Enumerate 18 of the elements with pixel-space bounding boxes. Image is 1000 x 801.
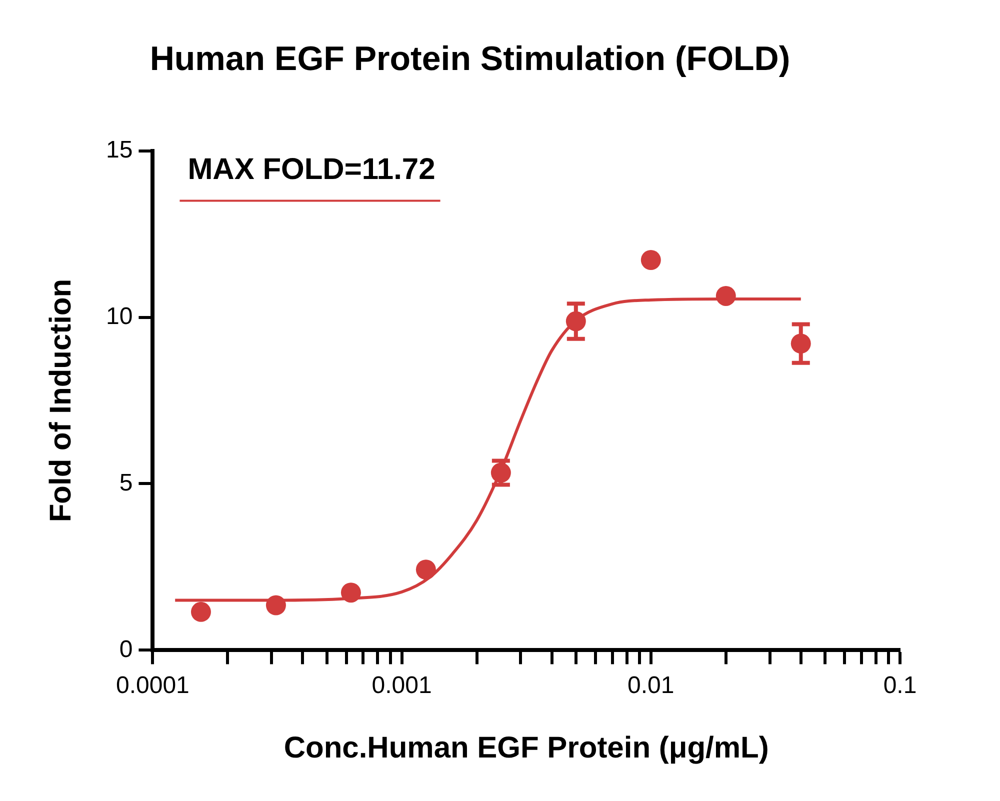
point	[190, 602, 211, 622]
x-tick-label: 0.0001	[116, 672, 190, 700]
point	[340, 582, 361, 603]
x-axis-title: Conc.Human EGF Protein (μg/mL)	[284, 731, 769, 764]
x-tick-label: 0.001	[372, 672, 432, 700]
x-tick-label: 0.1	[883, 672, 917, 700]
y-tick-label: 5	[119, 469, 133, 496]
chart-title: Human EGF Protein Stimulation (FOLD)	[150, 40, 790, 78]
y-axis-title: Fold of Induction	[44, 278, 78, 522]
point	[716, 286, 736, 306]
point	[640, 250, 661, 270]
x-tick-label: 0.01	[628, 672, 674, 700]
y-tick-label: 0	[119, 636, 133, 663]
point	[416, 560, 436, 580]
y-tick-label: 10	[106, 302, 133, 330]
y-tick-label: 15	[106, 136, 133, 164]
point	[266, 595, 286, 616]
annotation: MAX FOLD=11.72	[188, 152, 436, 186]
